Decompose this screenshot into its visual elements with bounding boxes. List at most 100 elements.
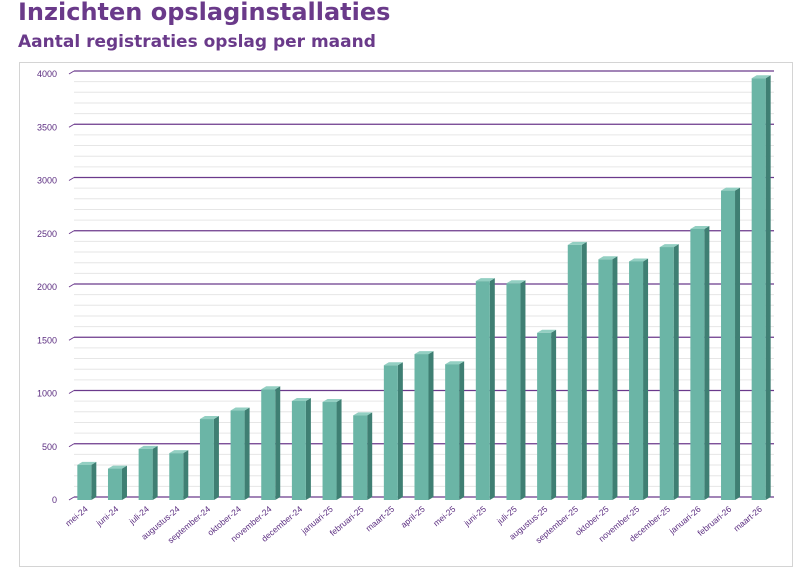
bar-april-25 [414,351,434,500]
x-tick-label: juni-24 [94,504,121,529]
bar-top [77,461,97,465]
bar-top [261,386,281,390]
bar-side [244,407,250,500]
bar-front [169,453,184,500]
bar-side [612,256,618,500]
bar-side [91,461,97,500]
y-tick-label: 3000 [37,176,57,186]
bar-top [169,450,189,454]
bar-front [77,464,92,500]
bar-side [581,241,587,500]
bar-side [428,351,434,500]
bar-front [261,389,276,500]
bar-side [735,187,741,500]
bar-top [107,465,127,469]
bar-februari-26 [721,187,741,500]
bar-top [383,362,403,366]
bar-januari-25 [322,399,342,500]
bar-top [506,280,526,284]
gridline-depth [68,177,75,181]
bar-front [322,402,337,500]
bar-front [629,261,644,500]
bar-front [383,365,398,500]
gridline-depth [68,123,75,128]
x-tick-label: maart-25 [364,504,397,534]
bar-side [673,244,679,500]
bar-top [475,278,495,282]
bar-side [121,465,127,500]
bar-top [659,244,679,248]
bar-november-25 [629,258,649,500]
bar-augustus-25 [537,329,557,500]
bar-front [567,244,582,500]
bar-side [765,75,771,500]
bar-november-24 [261,386,281,500]
bar-front [291,400,306,500]
bar-side [704,225,710,500]
x-axis: mei-24 juni-24 juli-24augustus-24september… [63,504,764,546]
bar-top [138,445,158,449]
bar-front [445,364,460,500]
bar-front [353,415,368,500]
y-tick-label: 2500 [37,229,57,239]
bar-top [291,397,311,401]
gridline-depth [68,283,75,288]
gridline-depth [68,230,75,235]
gridline-depth [68,443,75,448]
gridline-depth [68,496,75,501]
bar-front [598,259,613,500]
bar-front [659,247,674,500]
bar-maart-26 [751,75,771,500]
bar-side [489,278,495,500]
bar-top [322,399,342,403]
bar-top [199,416,219,420]
page-subtitle: Aantal registraties opslag per maand [18,32,376,52]
bar-side [152,445,158,500]
bar-top [751,75,771,79]
y-tick-label: 3500 [37,122,57,132]
bar-top [445,361,465,365]
bar-oktober-24 [230,407,250,500]
gridline-depth [68,336,75,341]
bar-mei-24 [77,461,97,500]
bar-augustus-24 [169,450,189,500]
bar-front [199,419,214,500]
y-tick-label: 500 [42,442,57,452]
bar-top [353,412,373,416]
bar-top [567,241,587,245]
bar-front [414,354,429,500]
bar-side [520,280,526,500]
bar-side [275,386,281,500]
bar-front [107,468,122,500]
y-tick-label: 1500 [37,335,57,345]
y-tick-label: 1000 [37,389,57,399]
bar-side [336,399,342,500]
gridline-depth [68,390,75,394]
bar-januari-26 [690,225,710,500]
x-tick-label: mei-25 [431,504,458,529]
x-tick-label: juli-24 [126,504,151,527]
bar-side [213,416,219,500]
bar-top [690,225,710,229]
page-title: Inzichten opslaginstallaties [18,0,391,26]
bar-front [690,228,705,500]
bar-side [643,258,649,500]
bar-front [230,410,245,500]
bar-side [551,329,557,500]
bar-februari-25 [353,412,373,500]
y-tick-label: 0 [52,495,57,505]
bar-september-25 [567,241,587,500]
x-tick-label: mei-24 [63,504,90,529]
bar-top [598,256,618,260]
x-tick-label: februari-26 [695,504,733,538]
x-tick-label: april-25 [399,504,427,530]
bar-oktober-25 [598,256,618,500]
bar-juli-25 [506,280,526,500]
y-tick-label: 2000 [37,282,57,292]
bar-december-25 [659,244,679,500]
bar-side [367,412,373,500]
bar-maart-25 [383,362,403,500]
bar-front [506,283,521,500]
bar-september-24 [199,416,219,500]
